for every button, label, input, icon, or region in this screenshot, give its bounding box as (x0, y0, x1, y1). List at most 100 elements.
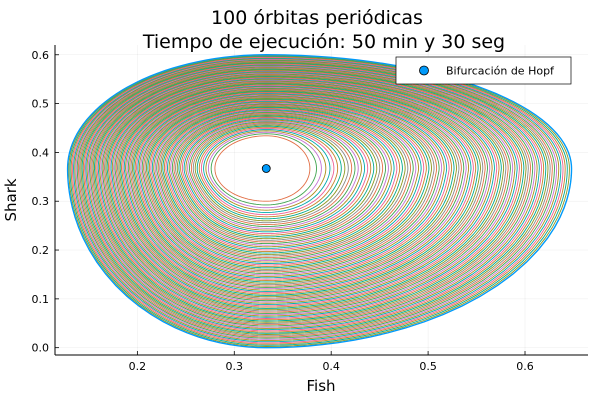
orbit-line (183, 118, 366, 233)
y-tick-label: 0.3 (32, 195, 50, 208)
orbit-line (167, 109, 395, 249)
orbit-line (194, 124, 346, 222)
x-tick-label: 0.6 (516, 360, 534, 373)
orbit-line (178, 115, 375, 238)
legend-label: Bifurcación de Hopf (446, 65, 555, 78)
orbit-line (107, 76, 500, 308)
orbit-line (100, 72, 514, 316)
x-tick-label: 0.3 (226, 360, 244, 373)
orbit-line (143, 96, 438, 273)
orbit-line (181, 117, 369, 235)
y-axis-label: Shark (2, 178, 20, 221)
orbit-line (93, 69, 525, 322)
orbit-line (119, 83, 479, 296)
orbit-line (205, 130, 327, 211)
orbit-line (148, 99, 427, 267)
orbit-line (99, 71, 516, 317)
orbit-line (140, 94, 443, 276)
orbit-line (104, 74, 507, 312)
axes (54, 45, 588, 356)
orbit-line (200, 127, 335, 216)
orbit-line (118, 82, 481, 298)
orbit-line (137, 92, 448, 279)
orbit-line (145, 97, 432, 270)
orbit-line (159, 105, 409, 257)
y-tick-label: 0.1 (32, 293, 50, 306)
y-tick-label: 0.6 (32, 49, 50, 62)
orbit-line (153, 101, 419, 263)
orbit-line (125, 86, 470, 291)
orbit-line (162, 106, 403, 254)
orbit-line (133, 90, 455, 283)
orbit-line (123, 85, 472, 292)
orbit-line (113, 79, 491, 303)
orbit-line (101, 73, 511, 314)
chart-title-line2: Tiempo de ejecución: 50 min y 30 seg (142, 31, 505, 53)
orbit-line (192, 123, 349, 224)
orbit-line (138, 93, 445, 277)
x-tick-label: 0.4 (322, 360, 340, 373)
orbit-line (185, 119, 362, 231)
orbit-line (170, 111, 389, 246)
legend-box (395, 56, 572, 85)
orbit-line (105, 75, 505, 311)
orbit-line (187, 120, 359, 229)
y-tick-label: 0.2 (32, 244, 50, 257)
orbit-line (96, 70, 520, 319)
orbit-line (196, 125, 342, 220)
orbit-line (168, 110, 392, 248)
orbit-line (157, 104, 411, 259)
orbit-line (126, 86, 467, 290)
orbit-line (129, 88, 462, 287)
orbit-line (160, 105, 406, 256)
x-tick-label: 0.2 (129, 360, 147, 373)
y-tick-label: 0.0 (32, 342, 50, 355)
orbit-line (95, 69, 523, 321)
orbit-line (150, 100, 425, 266)
orbit-line (106, 76, 502, 309)
orbit-line (214, 135, 311, 202)
orbit-line (122, 84, 474, 294)
orbit-line (110, 78, 495, 305)
hopf-point (261, 164, 271, 173)
orbit-line (141, 95, 440, 275)
y-tick-label: 0.5 (32, 98, 50, 111)
orbit-line (115, 81, 486, 300)
orbit-line (130, 89, 460, 286)
orbit-line (203, 129, 331, 213)
orbit-line (207, 131, 322, 209)
orbit-line (134, 91, 453, 281)
legend: Bifurcación de Hopf (395, 56, 572, 85)
x-axis-label: Fish (306, 377, 335, 395)
orbit-line (147, 98, 430, 269)
orbit-line (163, 107, 401, 252)
orbit-line (173, 112, 384, 243)
chart-title-line1: 100 órbitas periódicas (211, 7, 423, 29)
orbit-line (210, 133, 317, 206)
orbit-line (109, 77, 498, 307)
orbit-line (175, 113, 381, 241)
orbit-line (154, 102, 417, 262)
orbit-line (151, 100, 422, 264)
orbit-line (131, 89, 457, 284)
orbit-line (190, 122, 353, 226)
orbit-line (180, 116, 372, 236)
orbit-line (176, 114, 378, 240)
x-tick-label: 0.5 (419, 360, 437, 373)
orbit-line (102, 73, 509, 313)
orbit-line (97, 71, 518, 318)
orbit-line (121, 83, 477, 295)
orbit-line (171, 111, 387, 245)
orbit-line (156, 103, 414, 260)
orbit-line (111, 78, 493, 304)
orbit-line (189, 121, 356, 227)
orbit-line (165, 108, 398, 251)
legend-marker (419, 65, 429, 76)
hopf-points (261, 164, 271, 173)
orbit-line (127, 87, 465, 288)
y-ticks: 0.0 0.1 0.2 0.3 0.4 0.5 0.6 (32, 49, 59, 355)
orbit-line (136, 92, 450, 280)
orbit-line (117, 81, 484, 299)
y-tick-label: 0.4 (32, 146, 50, 159)
